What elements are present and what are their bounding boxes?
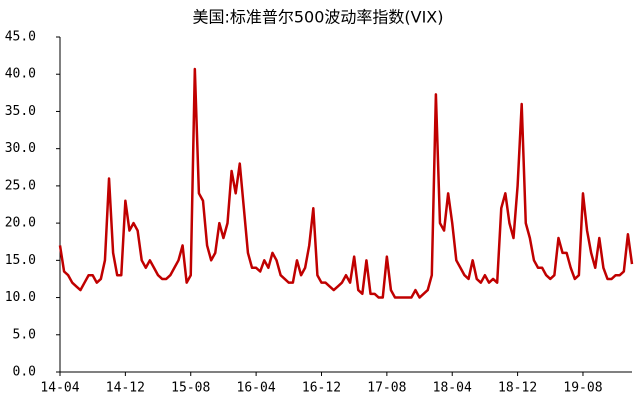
x-tick-label: 15-08 bbox=[171, 381, 210, 396]
y-tick-label: 30.0 bbox=[5, 141, 36, 156]
y-tick-label: 20.0 bbox=[5, 216, 36, 231]
y-tick-label: 40.0 bbox=[5, 67, 36, 82]
chart-title: 美国:标准普尔500波动率指数(VIX) bbox=[192, 8, 443, 27]
x-tick-label: 18-12 bbox=[498, 381, 537, 396]
y-tick-label: 15.0 bbox=[5, 253, 36, 268]
series-line bbox=[58, 67, 634, 299]
y-tick-label: 5.0 bbox=[13, 327, 36, 342]
y-tick-label: 10.0 bbox=[5, 290, 36, 305]
x-tick-label: 16-12 bbox=[302, 381, 341, 396]
x-tick-label: 14-12 bbox=[106, 381, 145, 396]
x-tick-label: 16-04 bbox=[237, 381, 276, 396]
y-tick-label: 35.0 bbox=[5, 104, 36, 119]
x-tick-label: 19-08 bbox=[563, 381, 602, 396]
x-tick-label: 14-04 bbox=[40, 381, 79, 396]
x-tick-label: 18-04 bbox=[433, 381, 472, 396]
y-tick-label: 0.0 bbox=[13, 365, 36, 380]
y-tick-label: 25.0 bbox=[5, 178, 36, 193]
y-tick-label: 45.0 bbox=[5, 30, 36, 45]
x-tick-label: 17-08 bbox=[367, 381, 406, 396]
